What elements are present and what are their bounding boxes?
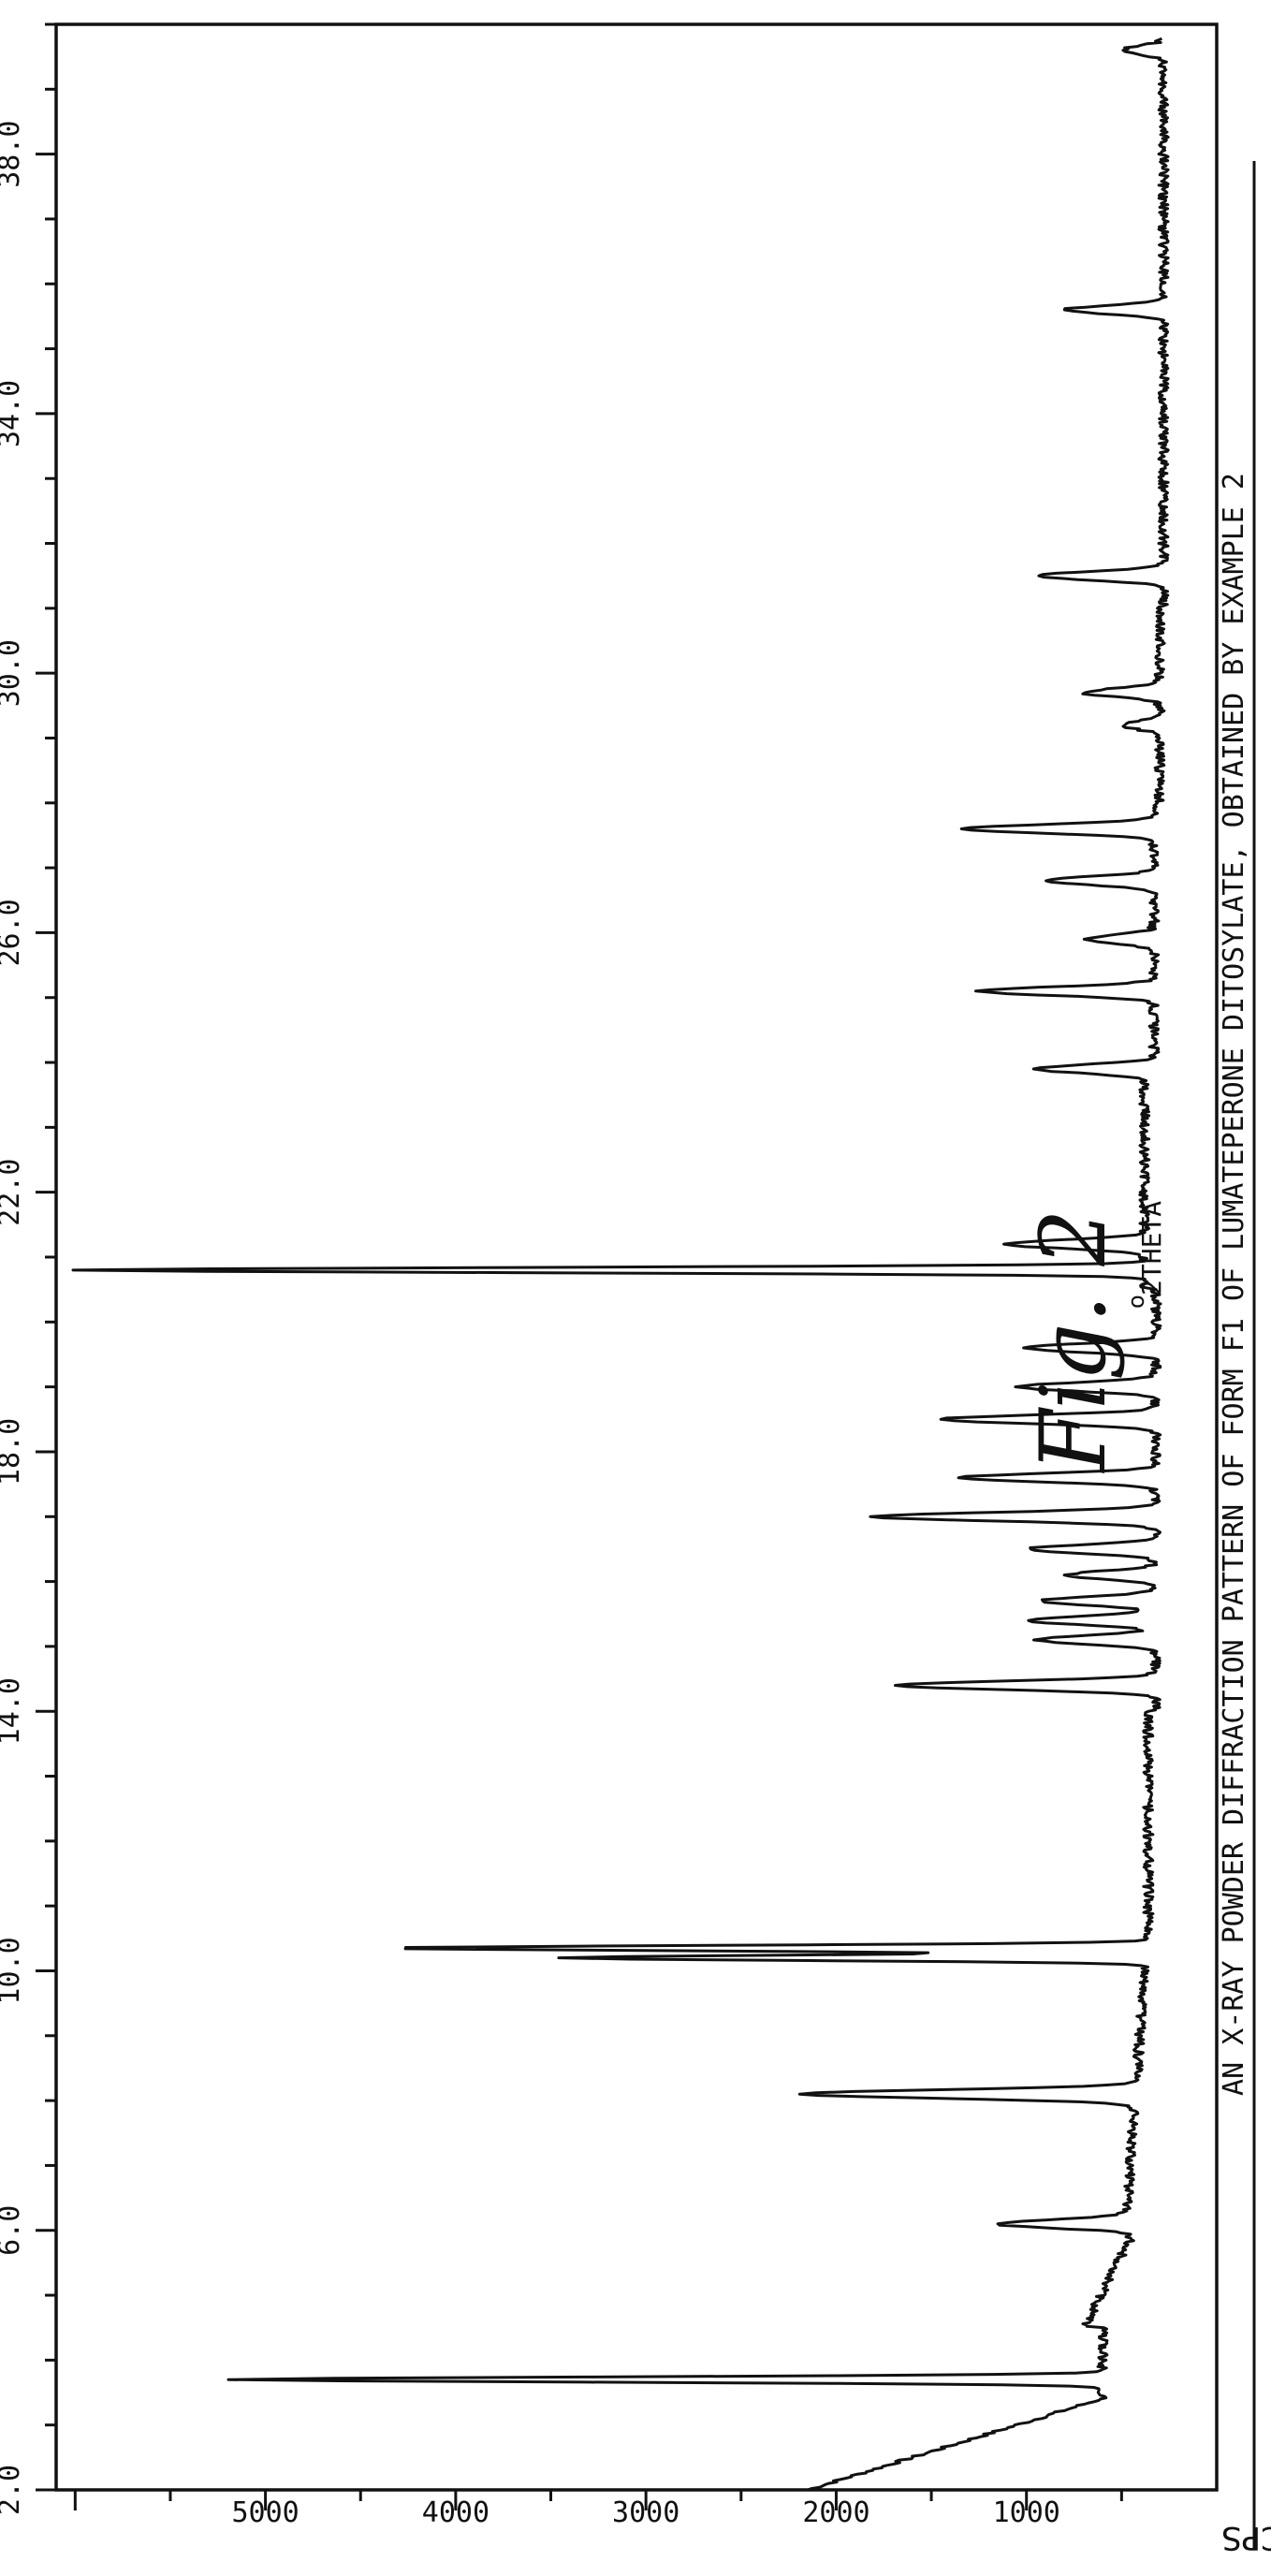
x-axis-ticks: 2.0 6.0 10.0 14.0 18.0 22.0 26.0 30.0 34.0 38.0 [0, 24, 56, 2515]
y-axis-ticks: 1000 2000 3000 4000 5000 [75, 2490, 1121, 2529]
x-tick-label: 26.0 [0, 899, 26, 966]
x-tick-label: 14.0 [0, 1677, 26, 1745]
x-tick-label: 10.0 [0, 1937, 26, 2004]
x-tick-label: 22.0 [0, 1159, 26, 1226]
y-tick-label: 1000 [993, 2496, 1060, 2529]
x-axis-label: 2THETA [1136, 1201, 1167, 1295]
y-tick-label: 3000 [612, 2496, 679, 2529]
x-tick-label: 6.0 [0, 2205, 26, 2256]
x-tick-label: 38.0 [0, 121, 26, 188]
y-tick-label: 2000 [802, 2496, 869, 2529]
figure-label: Fig. 2 [1021, 1209, 1126, 1474]
x-tick-label: 18.0 [0, 1418, 26, 1486]
x-axis-degree-symbol: o [1123, 1295, 1149, 1309]
y-axis-label: CPS [1221, 2519, 1271, 2556]
x-tick-label: 34.0 [0, 380, 26, 447]
chart-title: AN X-RAY POWDER DIFFRACTION PATTERN OF F… [1218, 473, 1250, 2096]
y-tick-label: 5000 [231, 2496, 299, 2529]
x-tick-label: 30.0 [0, 639, 26, 707]
x-tick-label: 2.0 [0, 2465, 26, 2515]
y-tick-label: 4000 [422, 2496, 489, 2529]
diffraction-trace [73, 38, 1168, 2490]
